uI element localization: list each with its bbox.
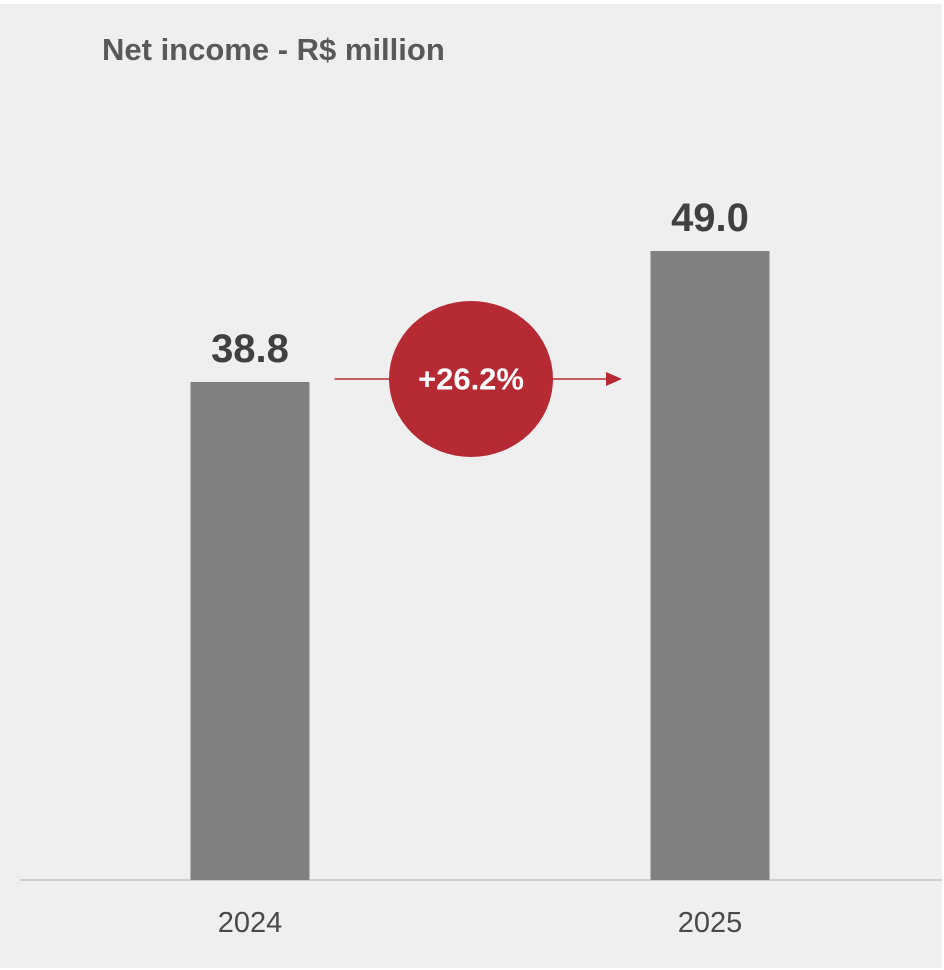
growth-annotation: +26.2% xyxy=(334,300,622,457)
x-tick-label-2024: 2024 xyxy=(218,907,283,939)
growth-circle xyxy=(389,300,553,457)
bar-2025 xyxy=(650,251,770,880)
bar-chart: 38.8 49.0 2024 2025 +26.2% xyxy=(20,196,942,939)
value-label-2024: 38.8 xyxy=(211,327,289,371)
chart-title: Net income - R$ million xyxy=(102,32,445,67)
value-label-2025: 49.0 xyxy=(671,196,749,240)
chart-panel: Net income - R$ million 38.8 49.0 2024 202… xyxy=(0,4,942,968)
bar-2024 xyxy=(190,381,310,880)
value-labels-group: 38.8 49.0 xyxy=(211,196,749,371)
x-tick-labels-group: 2024 2025 xyxy=(218,907,743,939)
growth-label: +26.2% xyxy=(418,361,524,396)
growth-arrow-head xyxy=(606,371,622,386)
x-tick-label-2025: 2025 xyxy=(678,907,743,939)
bars-group xyxy=(190,251,770,880)
